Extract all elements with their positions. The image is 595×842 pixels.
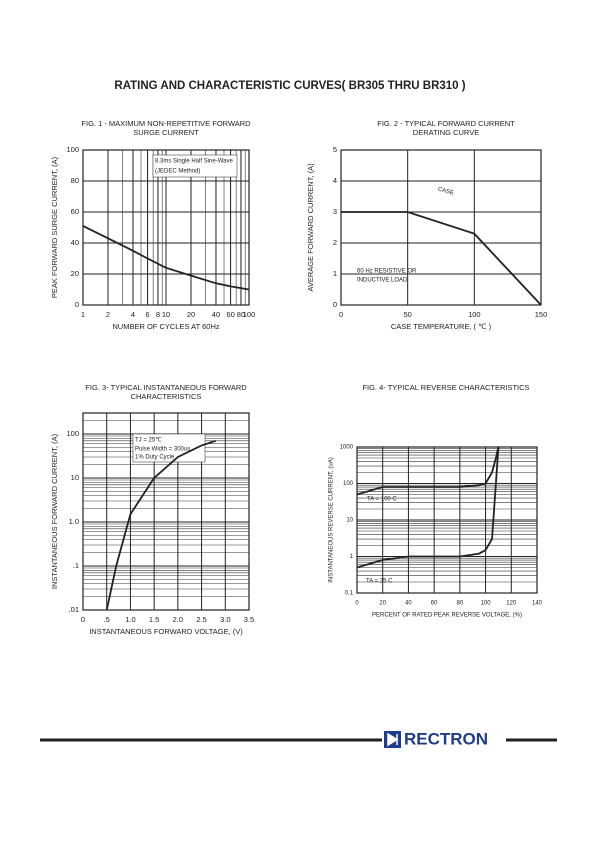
y-tick-label: 100 <box>343 481 354 487</box>
annotation: INDUCTIVE LOAD <box>357 278 408 284</box>
chart-title: FIG. 2 - TYPICAL FORWARD CURRENT <box>377 119 515 128</box>
x-tick-label: 2.0 <box>173 615 183 624</box>
x-tick-label: 1.0 <box>125 615 135 624</box>
y-axis-label: PEAK FORWARD SURGE CURRENT, (A) <box>50 156 59 298</box>
plot-frame <box>82 149 250 306</box>
x-tick-label: 0 <box>355 601 359 607</box>
x-axis-label: CASE TEMPERATURE, ( ℃ ) <box>391 322 492 331</box>
x-tick-label: 1.5 <box>149 615 159 624</box>
y-tick-label: 100 <box>66 145 79 154</box>
annotation: CASE <box>437 187 454 197</box>
y-tick-label: 100 <box>66 429 79 438</box>
data-line <box>356 446 500 569</box>
y-tick-label: 0 <box>75 300 79 309</box>
data-line <box>82 225 250 291</box>
annotation: Pulse Width = 300us <box>135 447 190 453</box>
x-tick-label: 1 <box>81 310 85 319</box>
x-tick-label: 120 <box>506 601 517 607</box>
y-tick-label: 1 <box>333 269 337 278</box>
annotation: 1% Duty Cycle <box>135 455 175 461</box>
y-tick-label: 0 <box>333 300 337 309</box>
x-tick-label: 20 <box>187 310 195 319</box>
x-tick-label: 10 <box>162 310 170 319</box>
plot-frame <box>82 412 250 611</box>
data-line <box>356 446 500 496</box>
y-tick-label: 3 <box>333 207 337 216</box>
x-tick-label: 2.5 <box>196 615 206 624</box>
x-tick-label: 0 <box>81 615 85 624</box>
y-tick-label: 40 <box>71 238 79 247</box>
data-line <box>341 211 542 306</box>
y-tick-label: .1 <box>73 561 79 570</box>
y-axis-label: INSTANTANEOUS FORWARD CURRENT, (A) <box>50 433 59 589</box>
x-tick-label: 20 <box>379 601 386 607</box>
plot-frame <box>356 446 538 594</box>
x-tick-label: 50 <box>403 310 411 319</box>
x-tick-label: 100 <box>468 310 481 319</box>
x-tick-label: 100 <box>243 310 256 319</box>
y-tick-label: 4 <box>333 176 337 185</box>
chart-title: FIG. 4- TYPICAL REVERSE CHARACTERISTICS <box>362 383 529 392</box>
x-tick-label: 40 <box>405 601 412 607</box>
y-tick-label: 20 <box>71 269 79 278</box>
y-tick-label: 10 <box>71 473 79 482</box>
annotation: (JEDEC Method) <box>155 169 200 175</box>
chart-title: FIG. 1 - MAXIMUM NON-REPETITIVE FORWARD <box>81 119 251 128</box>
y-tick-label: 80 <box>71 176 79 185</box>
x-tick-label: 3.5 <box>244 615 254 624</box>
x-tick-label: 150 <box>535 310 548 319</box>
plot-frame <box>340 149 542 306</box>
logo-icon <box>387 732 399 747</box>
y-axis-label: INSTANTANEOUS REVERSE CURRENT, (uA) <box>329 457 335 582</box>
annotation-box <box>152 154 238 178</box>
x-tick-label: 100 <box>481 601 492 607</box>
x-axis-label: INSTANTANEOUS FORWARD VOLTAGE, (V) <box>89 627 243 636</box>
x-tick-label: 8 <box>156 310 160 319</box>
page-title: RATING AND CHARACTERISTIC CURVES( BR305 … <box>114 80 465 92</box>
y-tick-label: 1000 <box>340 445 354 451</box>
y-tick-label: 1 <box>350 554 354 560</box>
x-tick-label: 80 <box>457 601 464 607</box>
y-tick-label: 5 <box>333 145 337 154</box>
x-axis-label: PERCENT OF RATED PEAK REVERSE VOLTAGE, (… <box>372 613 522 619</box>
annotation: TA = 25 C <box>366 579 393 585</box>
annotation: TJ = 25℃ <box>135 438 162 444</box>
x-tick-label: 2 <box>106 310 110 319</box>
annotation: 8.3ms Single Half Sine-Wave <box>155 159 233 165</box>
x-tick-label: 60 <box>226 310 234 319</box>
data-line <box>105 439 217 611</box>
x-tick-label: .5 <box>104 615 110 624</box>
y-tick-label: 60 <box>71 207 79 216</box>
annotation: TA = 100 C <box>367 497 397 503</box>
chart-title: CHARACTERISTICS <box>131 392 202 401</box>
x-tick-label: 6 <box>146 310 150 319</box>
x-tick-label: 4 <box>131 310 135 319</box>
x-tick-label: 40 <box>212 310 220 319</box>
brand: RECTRON <box>404 729 488 748</box>
x-tick-label: 3.0 <box>220 615 230 624</box>
annotation-box <box>132 433 206 463</box>
y-tick-label: 0.1 <box>345 591 354 597</box>
y-axis-label: AVERAGE FORWARD CURRENT, (A) <box>306 163 315 292</box>
y-tick-label: 1.0 <box>69 517 79 526</box>
y-tick-label: 10 <box>346 518 353 524</box>
x-tick-label: 0 <box>339 310 343 319</box>
annotation: 60 Hz RESISTIVE OR <box>357 269 417 275</box>
x-axis-label: NUMBER OF CYCLES AT 60Hz <box>112 322 219 331</box>
chart-title: SURGE CURRENT <box>133 128 199 137</box>
x-tick-label: 80 <box>237 310 245 319</box>
y-tick-label: 2 <box>333 238 337 247</box>
chart-title: DERATING CURVE <box>413 128 479 137</box>
x-tick-label: 60 <box>431 601 438 607</box>
x-tick-label: 140 <box>532 601 543 607</box>
y-tick-label: .01 <box>69 605 79 614</box>
chart-title: FIG. 3- TYPICAL INSTANTANEOUS FORWARD <box>85 383 247 392</box>
